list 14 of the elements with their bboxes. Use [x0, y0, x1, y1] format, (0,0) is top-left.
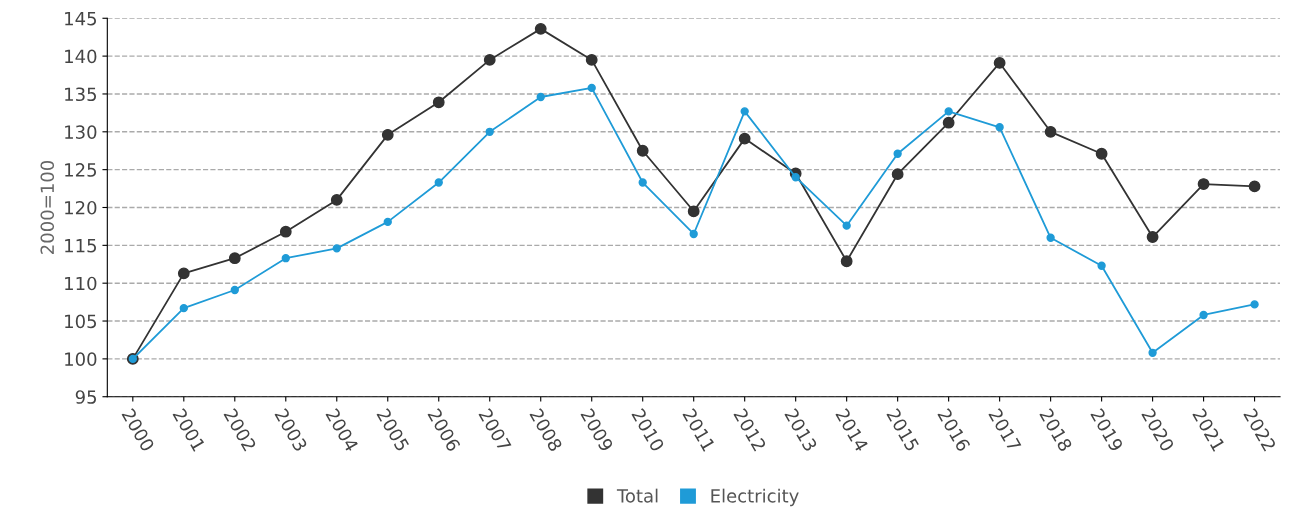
y-tick-label: 120 [65, 200, 97, 215]
y-tick-label: 95 [75, 390, 97, 404]
legend-label: Total [616, 488, 658, 503]
y-tick-label: 140 [65, 49, 97, 64]
y-tick-label: 110 [65, 276, 97, 291]
legend-label: Electricity [711, 488, 799, 507]
y-tick-label: 125 [65, 163, 97, 177]
y-tick-label: 115 [65, 239, 97, 253]
y-axis-title: 2000=100 [40, 160, 55, 254]
y-tick-label: 145 [65, 11, 97, 26]
y-tick-label: 135 [65, 87, 97, 102]
y-tick-label: 105 [65, 314, 97, 329]
y-tick-label: 100 [65, 352, 97, 366]
y-tick-label: 130 [65, 125, 97, 139]
